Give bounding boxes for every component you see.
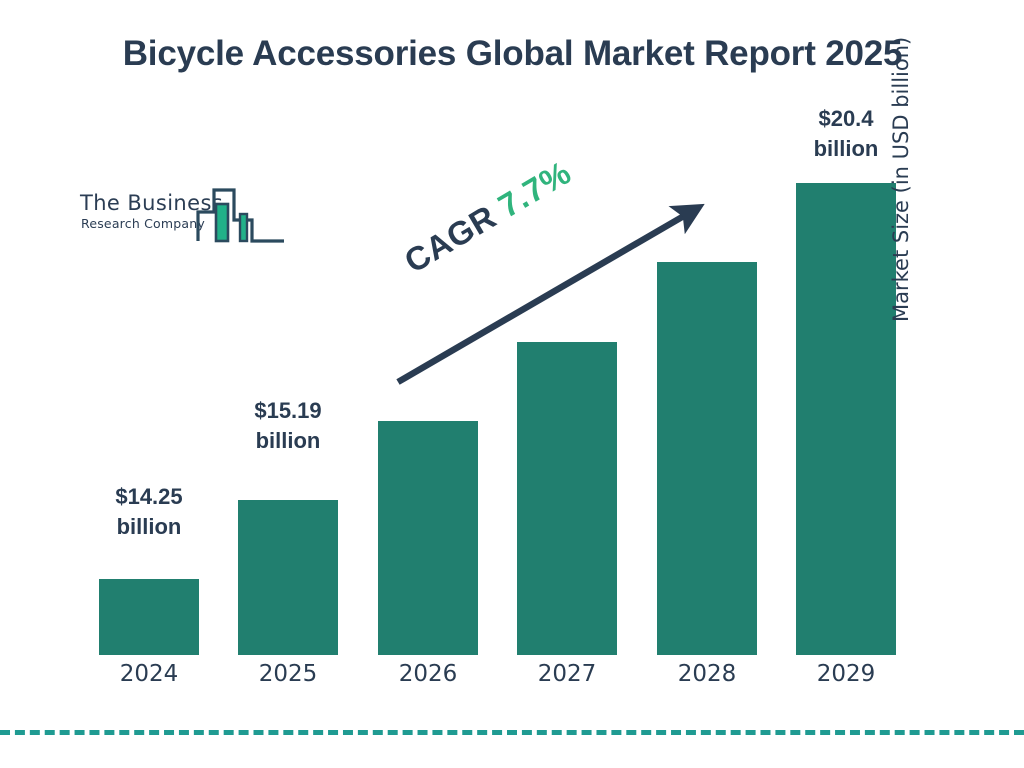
- bar-label-2024-value: $14.25: [115, 484, 183, 509]
- x-tick-2026: 2026: [398, 661, 458, 687]
- bar-2024: [99, 579, 199, 655]
- company-logo: The Business Research Company: [78, 186, 284, 248]
- bar-chart-logo-mark-icon: [196, 188, 284, 243]
- x-tick-2027: 2027: [537, 661, 597, 687]
- bar-2027: [517, 342, 617, 655]
- bar-label-2025-unit: billion: [255, 427, 321, 453]
- bar-2029: [796, 183, 896, 655]
- bar-2028: [657, 262, 757, 655]
- bar-label-2025-value: $15.19: [254, 398, 322, 423]
- bar-2026: [378, 421, 478, 655]
- bar-label-2029-unit: billion: [813, 135, 879, 161]
- footer-divider: [0, 730, 1024, 735]
- bar-label-2024-unit: billion: [116, 513, 182, 539]
- page-title: Bicycle Accessories Global Market Report…: [122, 34, 903, 73]
- bar-2025: [238, 500, 338, 655]
- bar-label-2024: $14.25 billion: [84, 482, 214, 541]
- x-tick-2029: 2029: [816, 661, 876, 687]
- bar-label-2025: $15.19 billion: [223, 396, 353, 455]
- x-tick-2025: 2025: [258, 661, 318, 687]
- x-tick-2024: 2024: [119, 661, 179, 687]
- bar-label-2029-value: $20.4: [818, 106, 874, 131]
- growth-trend-arrow-icon: [396, 203, 705, 385]
- y-axis-label: Market Size (in USD billion): [889, 36, 913, 322]
- bar-label-2029: $20.4 billion: [781, 104, 911, 163]
- x-tick-2028: 2028: [677, 661, 737, 687]
- logo-wordmark-secondary: Research Company: [81, 216, 205, 231]
